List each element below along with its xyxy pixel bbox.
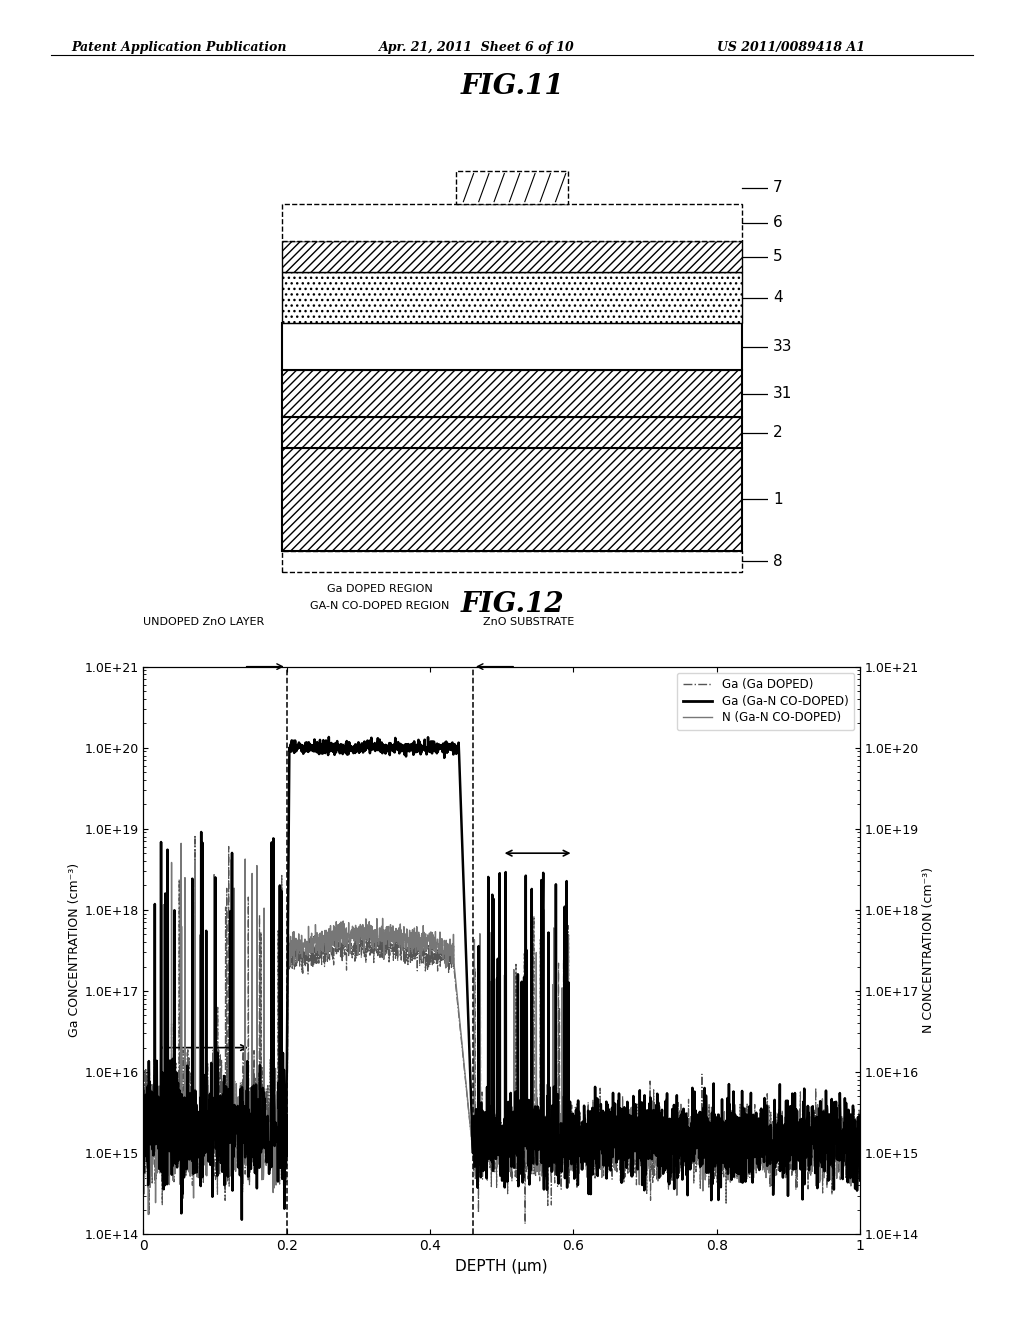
Bar	[282, 205, 742, 242]
Text: Ga DOPED REGION: Ga DOPED REGION	[327, 583, 433, 594]
Y-axis label: Ga CONCENTRATION (cm⁻³): Ga CONCENTRATION (cm⁻³)	[69, 863, 82, 1038]
Bar	[282, 242, 742, 272]
Text: 31: 31	[773, 387, 793, 401]
Bar	[282, 417, 742, 447]
Bar	[456, 172, 568, 205]
Text: Patent Application Publication: Patent Application Publication	[72, 41, 287, 54]
Text: FIG.12: FIG.12	[460, 591, 564, 618]
Text: Apr. 21, 2011  Sheet 6 of 10: Apr. 21, 2011 Sheet 6 of 10	[379, 41, 574, 54]
Y-axis label: N CONCENTRATION (cm⁻³): N CONCENTRATION (cm⁻³)	[922, 867, 935, 1034]
Text: 7: 7	[773, 180, 782, 195]
Text: GA-N CO-DOPED REGION: GA-N CO-DOPED REGION	[310, 601, 450, 611]
Bar	[282, 272, 742, 323]
Text: 33: 33	[773, 339, 793, 355]
Text: 8: 8	[773, 553, 782, 569]
Text: UNDOPED ZnO LAYER: UNDOPED ZnO LAYER	[143, 616, 264, 627]
X-axis label: DEPTH (μm): DEPTH (μm)	[456, 1258, 548, 1274]
Bar	[282, 323, 742, 371]
Text: 5: 5	[773, 249, 782, 264]
Text: 6: 6	[773, 215, 783, 230]
Text: ZnO SUBSTRATE: ZnO SUBSTRATE	[483, 616, 574, 627]
Text: US 2011/0089418 A1: US 2011/0089418 A1	[717, 41, 865, 54]
Text: 1: 1	[773, 492, 782, 507]
Text: 2: 2	[773, 425, 782, 440]
Bar	[282, 447, 742, 550]
Text: FIG.11: FIG.11	[460, 73, 564, 99]
Bar	[282, 371, 742, 417]
Text: 4: 4	[773, 290, 782, 305]
Legend: Ga (Ga DOPED), Ga (Ga-N CO-DOPED), N (Ga-N CO-DOPED): Ga (Ga DOPED), Ga (Ga-N CO-DOPED), N (Ga…	[677, 672, 854, 730]
Bar	[282, 550, 742, 572]
